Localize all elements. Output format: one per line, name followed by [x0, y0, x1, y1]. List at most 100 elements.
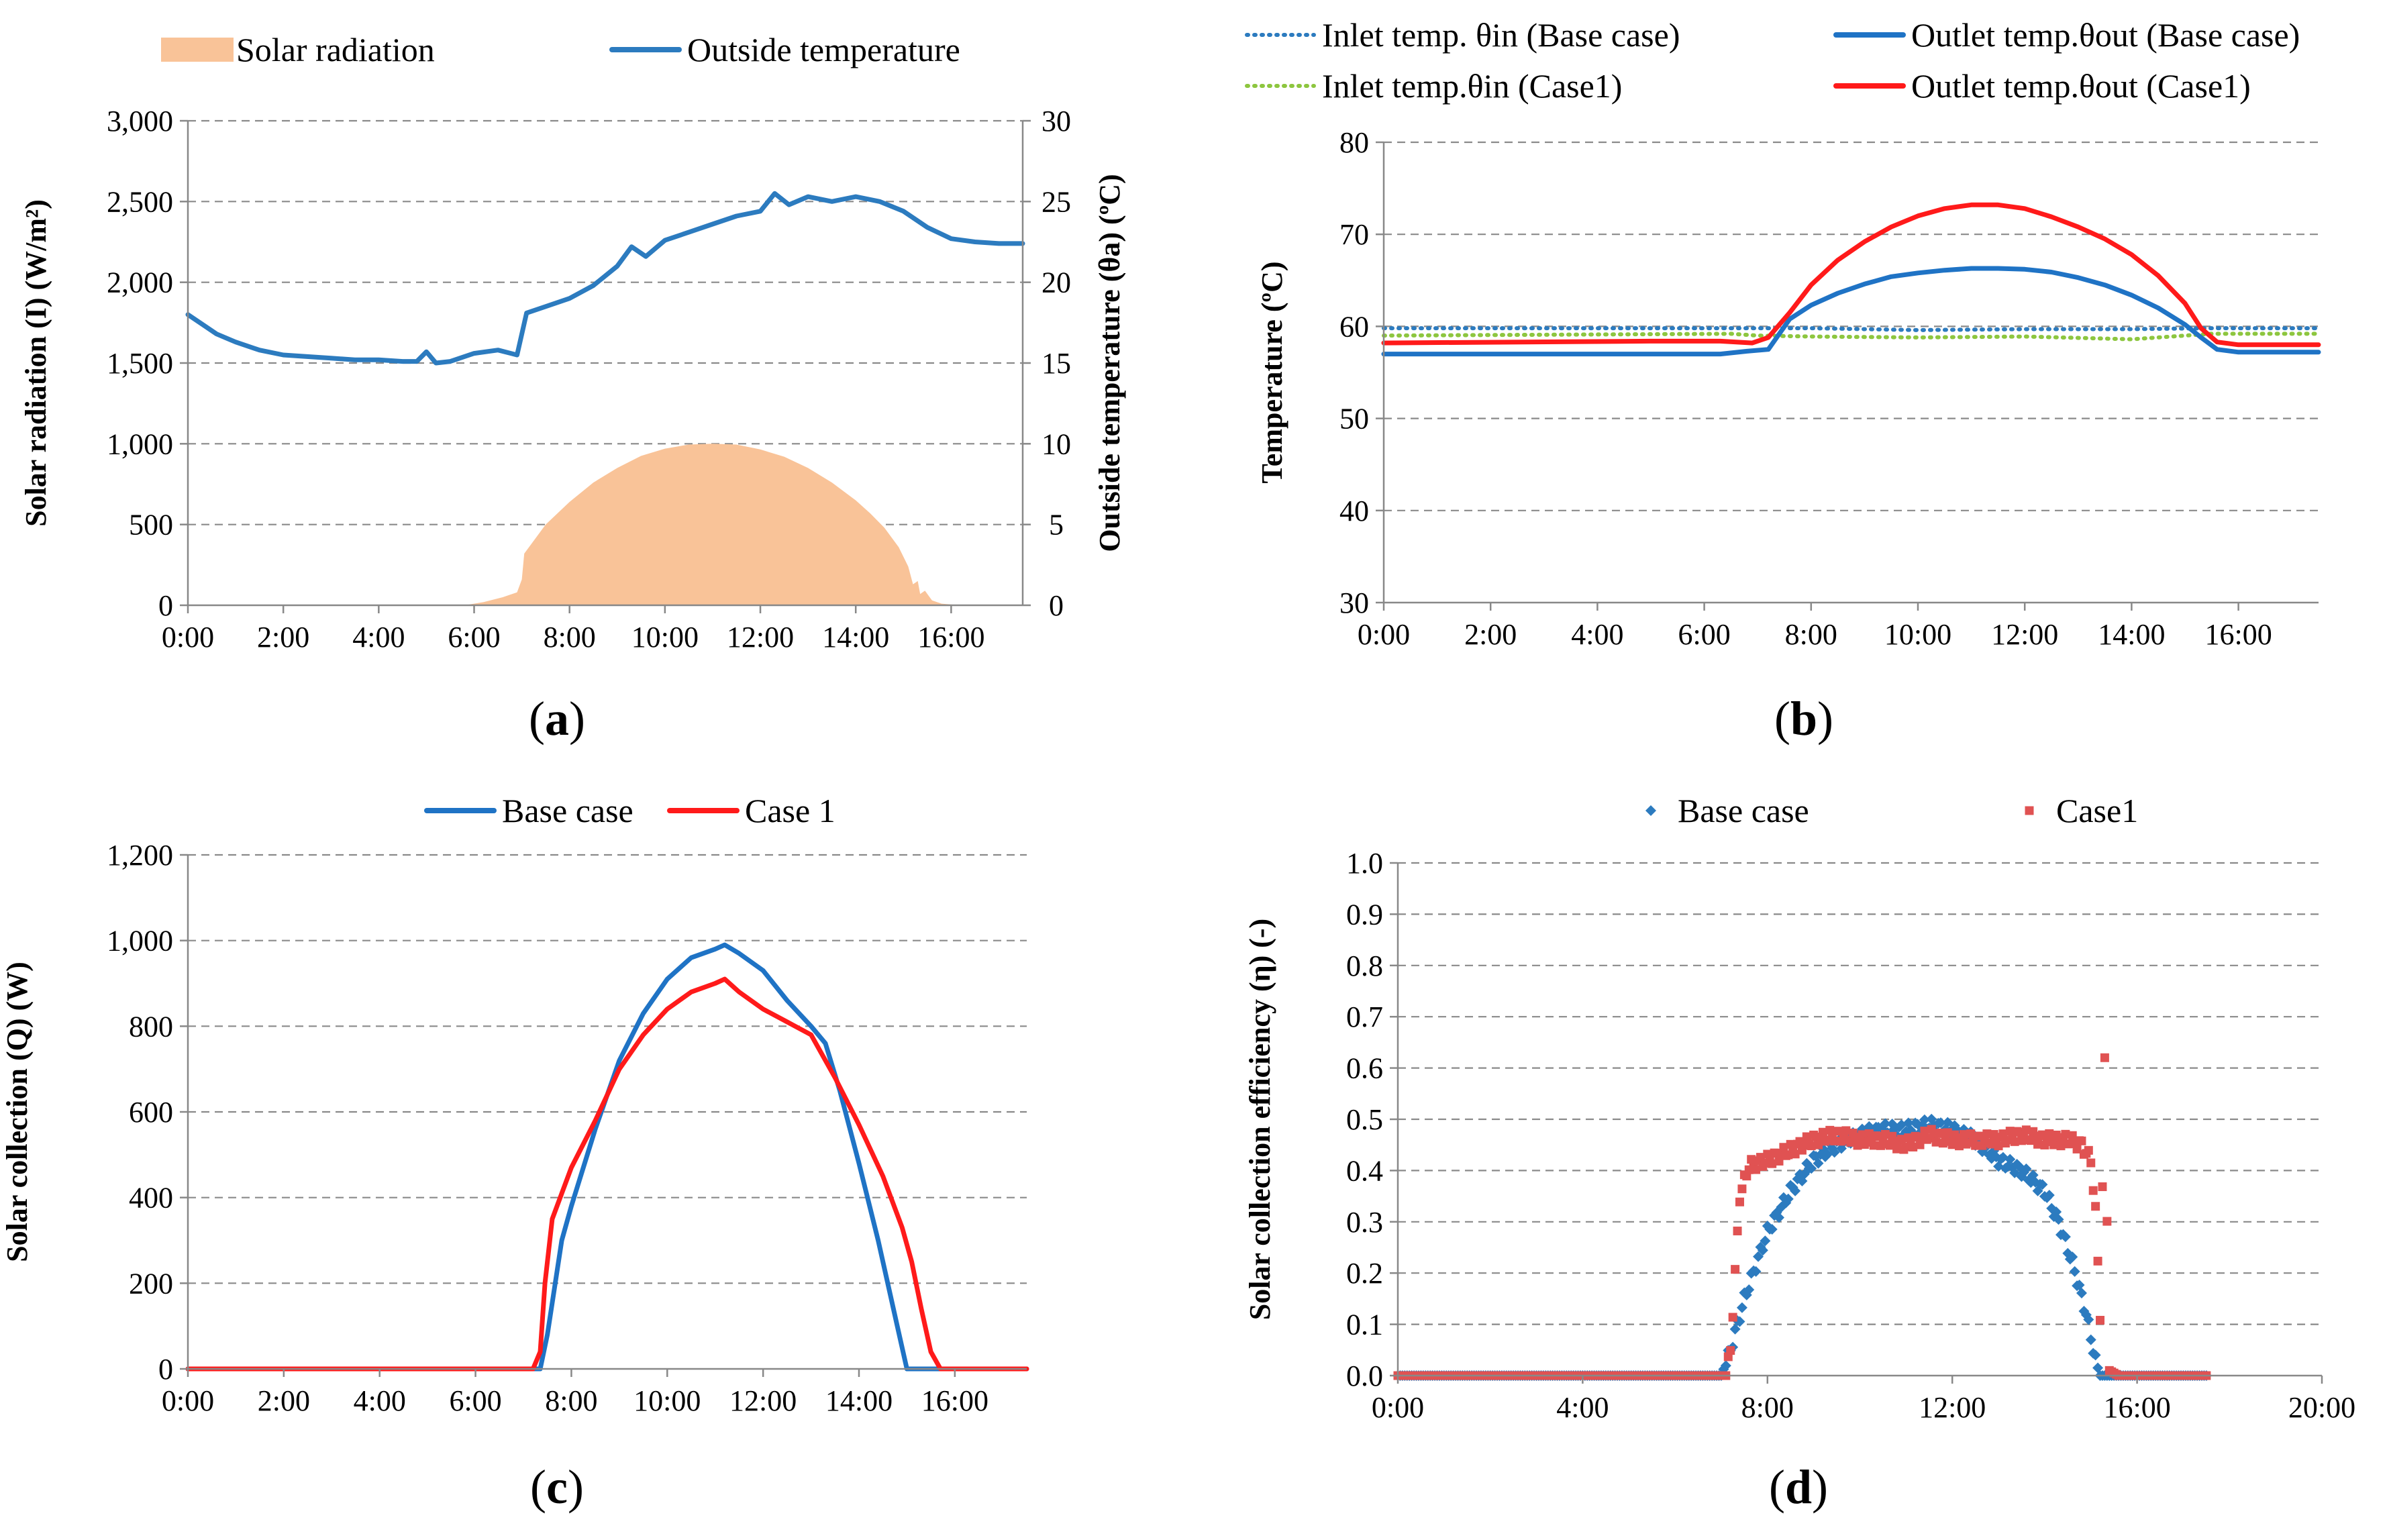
y-tick-label: 0 [158, 1353, 173, 1386]
legend-item: Case 1 [667, 792, 835, 829]
data-point [1807, 1141, 1816, 1151]
data-point [2061, 1129, 2070, 1139]
y-tick-label: 500 [129, 509, 173, 542]
series-line-inlet-temp-in-case1- [1382, 331, 2321, 342]
data-point [2033, 1139, 2043, 1149]
y-right-axis-title: Outside temperature (θa) (ºC) [1093, 174, 1126, 552]
legend-label: Inlet temp. θin (Base case) [1322, 16, 1680, 54]
data-point [1750, 1266, 1762, 1277]
data-point [1757, 1245, 1768, 1256]
legend-label: Base case [502, 792, 633, 829]
x-tick-label: 16:00 [917, 621, 984, 654]
y-tick-label: 0.5 [1346, 1103, 1383, 1136]
data-point [2086, 1158, 2096, 1168]
x-tick-label: 4:00 [1556, 1391, 1609, 1424]
legend-item: Solar radiation [161, 31, 435, 68]
y-tick-label: 0.9 [1346, 898, 1383, 931]
data-point [2005, 1127, 2015, 1136]
data-point [1982, 1129, 1992, 1139]
data-point [2010, 1137, 2019, 1146]
data-point [1774, 1212, 1785, 1223]
chart-panel-d: 0.0 0.1 0.2 0.3 0.4 0.5 0.6 0.7 0.8 0.9 1.0 0:00 4:0… [1243, 792, 2355, 1514]
series-group [1381, 202, 2321, 357]
y-tick-label: 1,500 [107, 347, 173, 380]
x-tick-label: 8:00 [544, 621, 596, 654]
x-tick-label: 0:00 [162, 621, 214, 654]
y-tick-label: 1,000 [107, 427, 173, 460]
data-point [2092, 1362, 2104, 1374]
y-tick-label: 30 [1339, 586, 1369, 619]
legend-label: Solar radiation [236, 31, 435, 68]
series-line-case-1 [185, 976, 1029, 1372]
x-tick-label: 2:00 [258, 1384, 310, 1417]
data-point [1760, 1235, 1771, 1247]
y-tick-label: 2,500 [107, 185, 173, 218]
data-point [1735, 1197, 1744, 1207]
data-point [2102, 1217, 2112, 1226]
data-point [1720, 1360, 1731, 1372]
legend-swatch [161, 38, 234, 62]
data-point [2021, 1163, 2032, 1174]
data-point [1959, 1130, 1968, 1139]
x-tick-label: 8:00 [545, 1384, 597, 1417]
data-point [1880, 1118, 1891, 1129]
data-point [1915, 1140, 1925, 1149]
x-tick-label: 2:00 [257, 621, 309, 654]
data-point [1814, 1140, 1823, 1149]
data-point [2067, 1251, 2078, 1263]
y-axis-title: Temperature (ºC) [1256, 261, 1288, 483]
panel-label: (b) [1774, 692, 1833, 746]
series-line-outlet-temp-out-base-case- [1381, 266, 2321, 357]
series-line-base-case [185, 942, 1029, 1372]
data-point [1802, 1132, 1811, 1141]
data-point [1751, 1165, 1761, 1174]
y-right-tick-label: 25 [1042, 185, 1071, 218]
data-point [1909, 1142, 1918, 1151]
data-point [2085, 1334, 2096, 1345]
y-tick-label: 40 [1339, 495, 1369, 527]
chart-panel-a: 0 500 1,000 1,500 2,000 2,500 3,000 0 5 10 15 20 25 3… [19, 31, 1126, 746]
y-tick-label: 0.0 [1346, 1359, 1383, 1392]
legend-label: Case1 [2056, 792, 2138, 829]
y-right-tick-label: 10 [1042, 427, 1071, 460]
y-right-tick-label: 0 [1049, 589, 1064, 622]
data-point [2090, 1349, 2101, 1361]
data-point [2037, 1179, 2048, 1190]
data-point [1743, 1284, 1755, 1296]
x-tick-label: 4:00 [1571, 618, 1623, 651]
data-point [2069, 1266, 2080, 1277]
data-point [1728, 1313, 1737, 1322]
data-point [1782, 1193, 1794, 1204]
x-tick-label: 0:00 [1372, 1391, 1424, 1424]
y-tick-label: 0.3 [1346, 1206, 1383, 1239]
y-tick-label: 0.1 [1346, 1308, 1383, 1341]
x-tick-label: 14:00 [822, 621, 889, 654]
series-area-solar-radiation [188, 444, 1023, 605]
series-line-inlet-temp-in-base-case- [1382, 326, 2321, 332]
data-point [1931, 1137, 1941, 1147]
x-tick-label: 4:00 [354, 1384, 406, 1417]
data-point [1853, 1141, 1862, 1150]
y-tick-label: 80 [1339, 126, 1369, 159]
y-tick-label: 0.6 [1346, 1052, 1383, 1085]
data-point [1971, 1141, 1980, 1150]
data-point [1869, 1141, 1878, 1150]
x-tick-label: 6:00 [449, 1384, 501, 1417]
data-point [1880, 1130, 1890, 1139]
series-line-outlet-temp-out-case1- [1381, 202, 2321, 348]
x-tick-label: 10:00 [631, 621, 699, 654]
data-point [1943, 1128, 1952, 1137]
x-tick-label: 10:00 [633, 1384, 701, 1417]
data-point [2060, 1231, 2071, 1243]
data-point [1994, 1141, 2003, 1151]
y-tick-label: 0 [158, 589, 173, 622]
legend-item: Base case [1645, 792, 1809, 829]
chart-panel-b: 30 40 50 60 70 80 0:00 2:00 4:00 6:00 8:00 10:00 12:… [1245, 16, 2321, 746]
y-tick-label: 400 [129, 1182, 173, 1215]
panel-label: (d) [1769, 1460, 1828, 1514]
legend-item: Inlet temp. θin (Base case) [1245, 16, 1680, 54]
y-right-tick-label: 20 [1042, 266, 1071, 299]
data-point [2098, 1182, 2107, 1192]
data-point [2096, 1315, 2105, 1325]
legend-label: Outside temperature [687, 31, 960, 68]
